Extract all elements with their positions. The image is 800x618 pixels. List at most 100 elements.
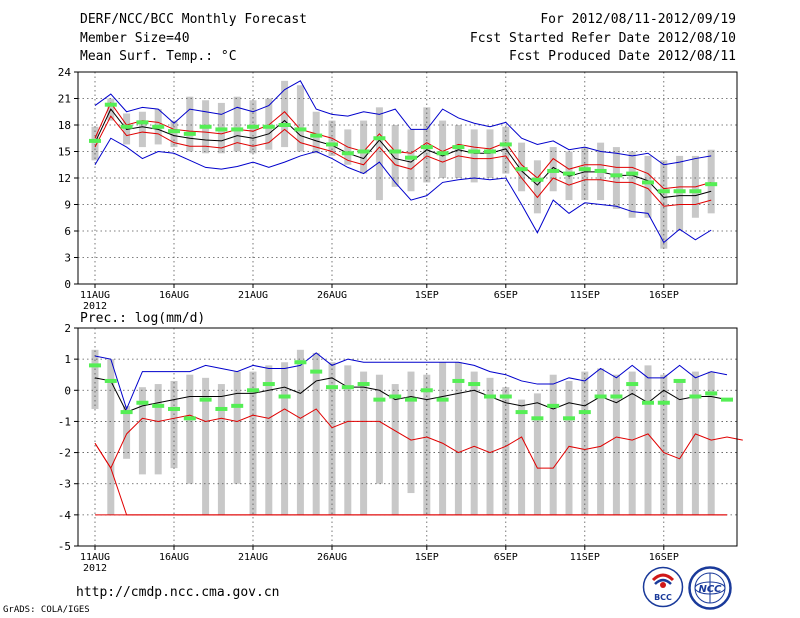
observation-marker — [341, 385, 354, 390]
climatology-bar — [470, 129, 478, 183]
climatology-bar — [518, 399, 526, 515]
climatology-bar — [391, 384, 399, 515]
observation-marker — [310, 133, 323, 138]
observation-marker — [152, 124, 165, 129]
climatology-bar — [549, 374, 557, 515]
year-label: 2012 — [83, 301, 107, 312]
x-tick-label: 16SEP — [649, 552, 679, 563]
climatology-bar — [454, 125, 462, 178]
observation-marker — [120, 124, 133, 129]
observation-marker — [215, 127, 228, 132]
observation-marker — [389, 394, 402, 399]
observation-marker — [657, 400, 670, 405]
observation-marker — [452, 378, 465, 383]
climatology-bar — [123, 405, 131, 459]
y-tick-label: 0 — [64, 384, 71, 397]
climatology-bar — [154, 384, 162, 475]
observation-marker — [247, 124, 259, 129]
series-mean — [94, 108, 712, 198]
y-tick-label: 9 — [64, 199, 71, 212]
observation-marker — [547, 168, 560, 173]
observation-marker — [231, 127, 244, 132]
precipitation-variable-label: Prec.: log(mm/d) — [80, 311, 205, 326]
source-url[interactable]: http://cmdp.ncc.cma.gov.cn — [76, 585, 280, 600]
climatology-bar — [581, 371, 589, 515]
climatology-bar — [375, 107, 383, 201]
y-tick-label: -5 — [58, 540, 71, 553]
climatology-bar — [265, 365, 273, 515]
climatology-bar — [170, 120, 178, 148]
climatology-bar — [533, 393, 541, 515]
climatology-bar — [281, 362, 289, 515]
climatology-bar — [407, 371, 415, 494]
observation-marker — [563, 416, 575, 421]
climatology-bar — [660, 374, 668, 515]
observation-marker — [104, 102, 117, 107]
climatology-bar — [138, 111, 146, 148]
observation-marker — [436, 151, 449, 156]
climatology-bar — [676, 155, 684, 231]
x-tick-label: 26AUG — [317, 290, 347, 301]
observation-marker — [278, 394, 291, 399]
observation-marker — [721, 397, 733, 402]
y-tick-label: 1 — [64, 353, 71, 366]
climatology-bar — [565, 380, 573, 515]
temperature-panel: 0 3 6 9 12 15 18 21 24 11AUG 16AUG 21AUG 26AUG 1SEP 6S… — [58, 66, 738, 312]
observation-marker — [499, 394, 512, 399]
observation-marker — [136, 120, 149, 125]
y-tick-label: 15 — [58, 146, 71, 159]
x-tick-label: 16AUG — [159, 290, 189, 301]
climatology-bar — [597, 368, 605, 515]
member-size: Member Size=40 — [80, 31, 190, 46]
climatology-bar — [439, 362, 447, 515]
climatology-bar — [296, 85, 304, 152]
y-tick-label: 12 — [58, 172, 71, 185]
climatology-bar — [707, 371, 715, 515]
climatology-bar — [233, 371, 241, 484]
forecast-period: For 2012/08/11-2012/09/19 — [540, 12, 736, 27]
observation-marker — [531, 177, 544, 182]
observation-marker — [136, 400, 149, 405]
climatology-bar — [360, 120, 368, 174]
observation-marker — [515, 410, 528, 415]
observation-marker — [183, 131, 196, 136]
bcc-logo-text: BCC — [654, 593, 672, 602]
forecast-start-date: Fcst Started Refer Date 2012/08/10 — [469, 31, 736, 46]
x-tick-label: 11SEP — [570, 552, 600, 563]
climatology-bar — [265, 98, 273, 150]
climatology-bar — [628, 371, 636, 515]
y-tick-label: 2 — [64, 322, 71, 335]
observation-marker — [373, 397, 386, 402]
climatology-bar — [186, 374, 194, 484]
climatology-bar — [581, 147, 589, 201]
plot-frame — [77, 327, 738, 547]
bcc-logo: BCC — [642, 566, 684, 608]
observation-marker — [168, 406, 180, 411]
x-tick-label: 6SEP — [494, 552, 518, 563]
x-tick-label: 1SEP — [415, 290, 439, 301]
observation-marker — [689, 394, 702, 399]
x-tick-label: 1SEP — [415, 552, 439, 563]
observation-marker — [578, 167, 591, 172]
observation-marker — [673, 189, 686, 194]
chart-title: DERF/NCC/BCC Monthly Forecast — [80, 12, 307, 27]
y-tick-label: 21 — [58, 93, 71, 106]
climatology-bar — [707, 149, 715, 214]
climatology-bar — [533, 160, 541, 214]
observation-marker — [642, 400, 654, 405]
observation-marker — [594, 168, 607, 173]
climatology-bar — [644, 155, 652, 218]
climatology-bar — [360, 371, 368, 515]
climatology-bar — [644, 365, 652, 515]
observation-marker — [610, 394, 623, 399]
y-tick-label: -1 — [58, 415, 71, 428]
climatology-bar — [454, 362, 462, 515]
climatology-bar — [217, 384, 225, 515]
ncc-logo-text: NCC — [698, 584, 722, 595]
x-tick-label: 21AUG — [238, 290, 268, 301]
observation-marker — [705, 391, 718, 396]
climatology-bar — [676, 380, 684, 515]
climatology-bar — [281, 80, 289, 148]
climatology-bar — [296, 349, 304, 515]
climatology-bar — [202, 377, 210, 515]
